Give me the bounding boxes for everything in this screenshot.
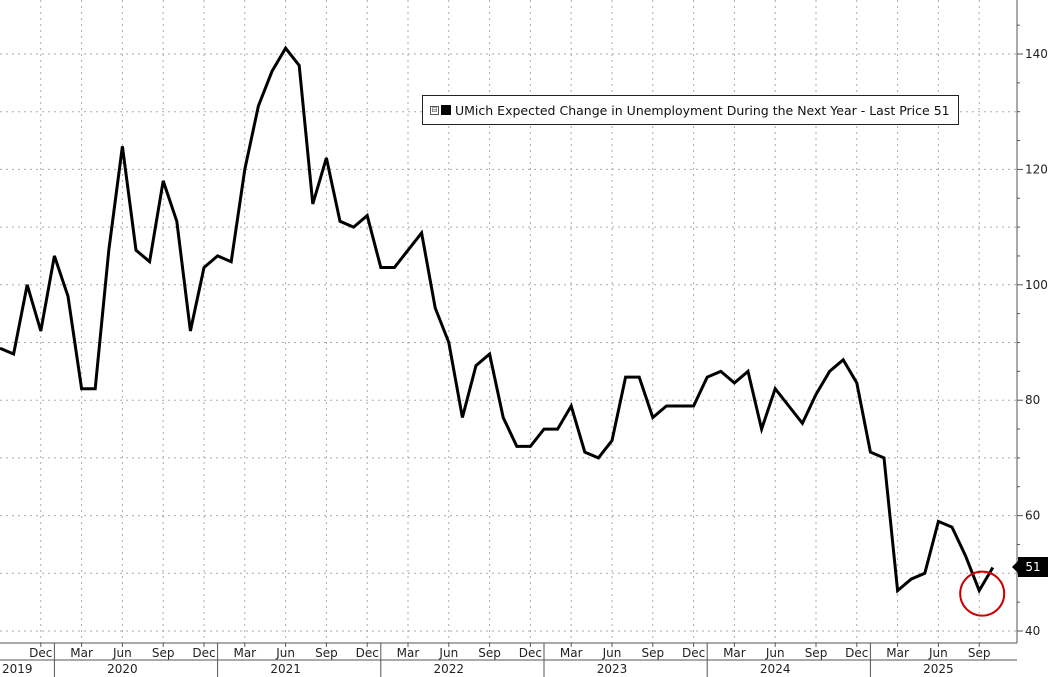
x-tick-label: Jun	[928, 646, 948, 660]
x-year-label: 2019	[2, 662, 33, 676]
x-tick-label: Mar	[233, 646, 256, 660]
x-tick-label: Mar	[886, 646, 909, 660]
y-tick-label: 120	[1025, 162, 1048, 176]
x-tick-label: Dec	[519, 646, 542, 660]
legend-label: UMich Expected Change in Unemployment Du…	[455, 102, 950, 118]
x-tick-label: Sep	[315, 646, 338, 660]
x-year-label: 2022	[434, 662, 465, 676]
x-tick-label: Mar	[70, 646, 93, 660]
y-tick-label: 80	[1025, 393, 1040, 407]
x-tick-label: Dec	[192, 646, 215, 660]
x-tick-label: Dec	[29, 646, 52, 660]
x-tick-label: Sep	[152, 646, 175, 660]
highlight-markers	[959, 570, 1006, 617]
highlight-circle	[959, 570, 1006, 617]
gridlines	[0, 0, 1017, 643]
x-tick-label: Mar	[723, 646, 746, 660]
legend[interactable]: ⊟ UMich Expected Change in Unemployment …	[422, 95, 959, 125]
y-tick-label: 140	[1025, 47, 1048, 61]
x-tick-label: Jun	[112, 646, 132, 660]
y-tick-label: 100	[1025, 278, 1048, 292]
y-tick-label: 40	[1025, 624, 1040, 638]
x-tick-label: Jun	[275, 646, 295, 660]
x-tick-label: Dec	[845, 646, 868, 660]
x-year-label: 2021	[270, 662, 301, 676]
x-tick-label: Jun	[602, 646, 622, 660]
axes	[0, 0, 1018, 661]
x-tick-label: Dec	[682, 646, 705, 660]
legend-toggle-icon[interactable]: ⊟	[430, 105, 439, 115]
legend-swatch	[441, 105, 451, 115]
x-tick-label: Jun	[765, 646, 785, 660]
y-tick-label: 60	[1025, 509, 1040, 523]
x-tick-label: Sep	[805, 646, 828, 660]
x-tick-label: Mar	[560, 646, 583, 660]
x-tick-label: Sep	[968, 646, 991, 660]
y-axis-ticks: 40 60 80 100 120 140	[1017, 24, 1048, 638]
series-line	[0, 45, 995, 595]
x-tick-label: Sep	[641, 646, 664, 660]
x-tick-label: Dec	[356, 646, 379, 660]
last-price-tag: 51	[1012, 557, 1048, 577]
x-year-label: 2024	[760, 662, 791, 676]
x-tick-label: Mar	[397, 646, 420, 660]
x-tick-label: Sep	[478, 646, 501, 660]
x-year-label: 2025	[923, 662, 954, 676]
x-year-label: 2023	[597, 662, 628, 676]
series	[0, 45, 995, 595]
x-axis-ticks: Dec Mar Jun Sep Dec Mar Jun Sep Dec Mar Jun Sep Dec M…	[2, 643, 991, 677]
x-year-label: 2020	[107, 662, 138, 676]
x-tick-label: Jun	[438, 646, 458, 660]
